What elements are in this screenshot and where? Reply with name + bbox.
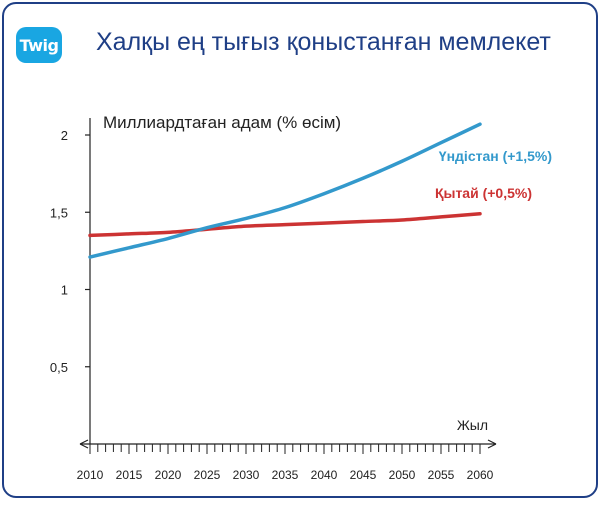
page-title: Халқы ең тығыз қоныстанған мемлекет (96, 28, 551, 56)
y-tick-label: 1,5 (50, 205, 68, 220)
x-tick-label: 2035 (272, 468, 299, 482)
x-tick-label: 2060 (467, 468, 494, 482)
brand-logo: Twig (16, 27, 62, 63)
x-axis-label: Жыл (457, 417, 488, 433)
x-tick-label: 2055 (428, 468, 455, 482)
series-label-china: Қытай (+0,5%) (435, 185, 532, 201)
series-line-india (88, 122, 482, 259)
chart-series (88, 122, 482, 259)
series-line-china (88, 212, 482, 238)
y-tick-label: 1 (61, 283, 68, 298)
x-tick-label: 2050 (389, 468, 416, 482)
chart-frame (2, 2, 598, 498)
x-tick-label: 2045 (350, 468, 377, 482)
y-axis-label: Миллиардтаған адам (% өсім) (103, 113, 341, 132)
x-tick-label: 2010 (77, 468, 104, 482)
chart-ticks: 0,5 1 1,5 2 2010 2015 2020 2025 2030 2035 2040 2045… (50, 128, 494, 482)
chart-axes (79, 118, 497, 449)
y-tick-label: 2 (61, 128, 68, 143)
y-tick-label: 0,5 (50, 360, 68, 375)
x-axis-arrow-left (79, 439, 89, 449)
series-label-india: Үндістан (+1,5%) (439, 148, 552, 164)
x-axis-arrow-right (487, 439, 497, 449)
x-tick-label: 2025 (194, 468, 221, 482)
x-tick-label: 2040 (311, 468, 338, 482)
x-tick-label: 2020 (155, 468, 182, 482)
x-tick-label: 2015 (116, 468, 143, 482)
x-tick-label: 2030 (233, 468, 260, 482)
